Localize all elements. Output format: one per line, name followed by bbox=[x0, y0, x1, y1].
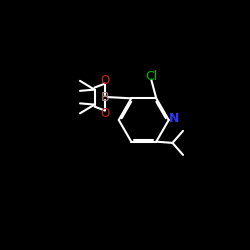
Text: O: O bbox=[100, 74, 110, 87]
Text: O: O bbox=[100, 107, 110, 120]
Text: B: B bbox=[101, 90, 109, 104]
Text: Cl: Cl bbox=[145, 70, 158, 83]
Text: N: N bbox=[169, 112, 179, 126]
